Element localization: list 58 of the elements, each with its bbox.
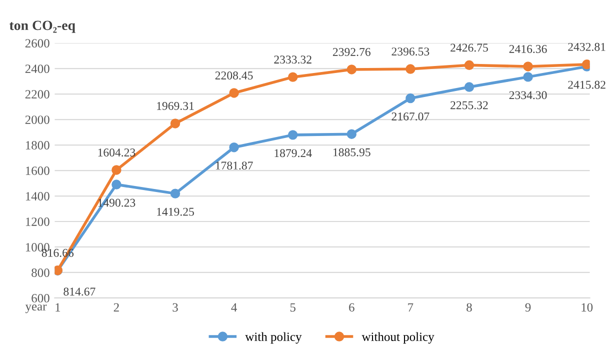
y-axis-title: ton CO₂-eq <box>9 20 76 33</box>
data-label: 2333.32 <box>274 56 312 64</box>
legend-label: with policy <box>245 332 302 344</box>
data-label: 2167.07 <box>392 112 430 121</box>
data-label: 1885.95 <box>333 148 370 156</box>
y-tick-label: 1800 <box>26 141 50 150</box>
point <box>229 142 239 152</box>
x-axis-title: year <box>25 304 47 314</box>
point <box>170 118 180 128</box>
y-tick-label: 600 <box>32 294 50 302</box>
point <box>406 93 416 104</box>
x-tick-label: 6 <box>349 303 354 312</box>
point <box>464 82 474 92</box>
point <box>346 64 356 74</box>
point <box>288 72 298 82</box>
x-tick-label: 8 <box>466 303 472 312</box>
point <box>112 180 122 190</box>
point <box>406 64 416 74</box>
data-label: 2432.81 <box>568 42 606 51</box>
data-label: 2426.75 <box>450 44 488 52</box>
y-tick-label: 2000 <box>25 116 50 124</box>
x-tick-label: 7 <box>408 303 414 312</box>
x-tick-label: 5 <box>290 303 296 312</box>
data-label: 2416.36 <box>509 45 547 54</box>
data-label: 1969.31 <box>157 102 194 110</box>
data-label: 2208.45 <box>215 72 253 80</box>
y-tick-label: 1400 <box>26 192 50 200</box>
y-tick-label: 1200 <box>26 218 50 226</box>
point <box>112 165 122 175</box>
data-label: 2392.76 <box>332 48 370 56</box>
y-tick-label: 2600 <box>25 39 50 48</box>
data-label: 2334.30 <box>509 91 547 100</box>
point <box>346 129 356 139</box>
data-label: 2396.53 <box>392 48 430 56</box>
x-tick-label: 10 <box>582 303 593 312</box>
data-label: 814.67 <box>64 288 96 296</box>
y-tick-label: 2400 <box>25 64 50 74</box>
x-tick-label: 9 <box>525 303 531 312</box>
data-label: 1419.25 <box>157 208 194 216</box>
data-label: 1879.24 <box>274 149 312 158</box>
point <box>288 130 298 140</box>
y-tick-label: 800 <box>32 268 50 277</box>
point <box>464 60 474 70</box>
data-label: 2415.82 <box>568 80 606 89</box>
point <box>523 62 533 72</box>
x-tick-label: 1 <box>56 303 60 312</box>
x-tick-label: 4 <box>231 303 237 312</box>
point <box>229 88 239 98</box>
y-tick-label: 1600 <box>26 166 50 175</box>
point <box>523 72 533 82</box>
data-label: 2255.32 <box>450 101 488 110</box>
data-label: 1604.23 <box>98 148 136 157</box>
legend-label: without policy <box>362 332 434 344</box>
data-label: 1781.87 <box>216 162 253 170</box>
x-tick-label: 3 <box>172 303 178 312</box>
x-tick-label: 2 <box>114 303 119 312</box>
y-tick-label: 2200 <box>25 90 50 99</box>
point <box>170 188 180 198</box>
